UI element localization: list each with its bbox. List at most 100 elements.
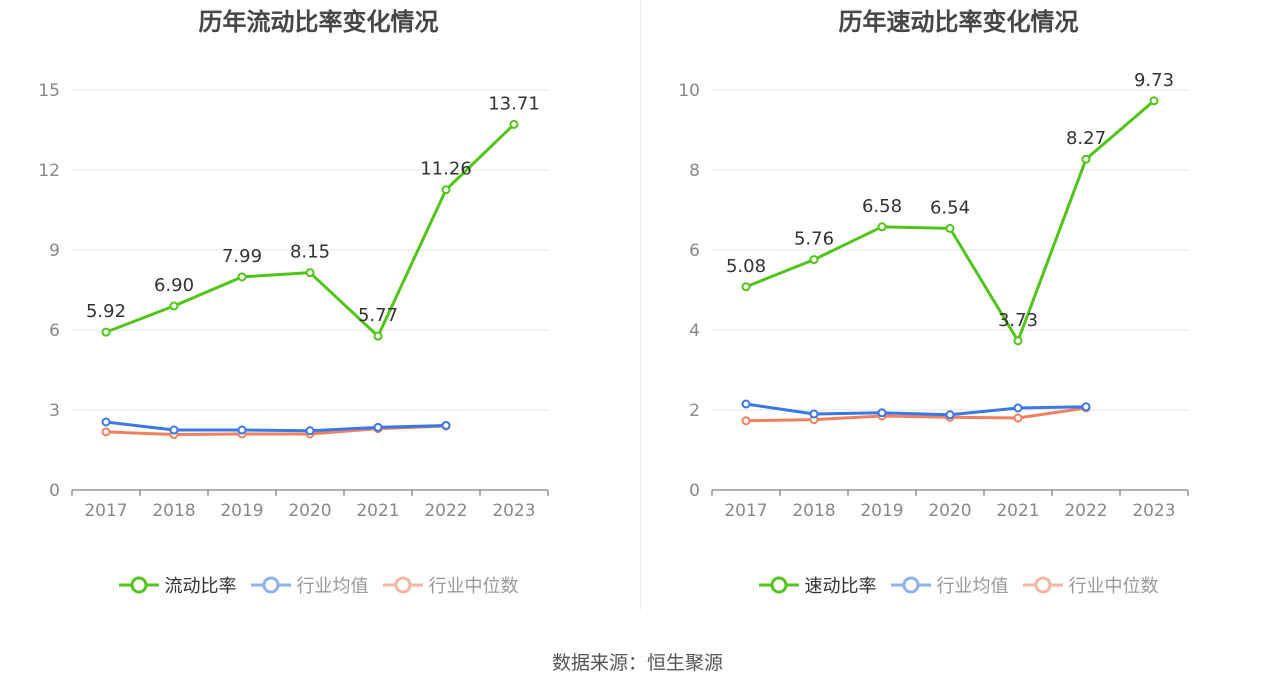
x-tick-label: 2022 <box>1064 501 1107 521</box>
data-point <box>1013 413 1023 423</box>
data-point <box>441 420 451 430</box>
legend-line-marker-icon <box>250 576 291 594</box>
legend-item-current-ratio[interactable]: 流动比率 <box>118 572 237 598</box>
data-point <box>877 408 887 418</box>
data-label: 6.90 <box>154 275 194 296</box>
x-tick-label: 2021 <box>356 501 399 521</box>
data-point <box>237 425 247 435</box>
data-point <box>1081 402 1091 412</box>
data-label: 6.58 <box>862 196 902 217</box>
chart-title: 历年速动比率变化情况 <box>838 8 1079 36</box>
data-point <box>305 268 315 278</box>
data-point <box>741 399 751 409</box>
chart-title: 历年流动比率变化情况 <box>198 8 439 36</box>
data-source-note: 数据来源：恒生聚源 <box>551 652 723 674</box>
data-point <box>1149 96 1159 106</box>
series-line <box>745 406 1087 423</box>
data-point <box>101 427 111 437</box>
data-point <box>305 426 315 436</box>
y-tick-label: 6 <box>689 241 700 261</box>
x-tick-label: 2023 <box>492 501 535 521</box>
data-point <box>1013 336 1023 346</box>
legend-label: 速动比率 <box>804 576 877 597</box>
y-tick-label: 3 <box>49 401 60 421</box>
y-tick-label: 12 <box>38 161 60 181</box>
x-tick-label: 2020 <box>928 501 971 521</box>
legend-line-marker-icon <box>1022 576 1063 594</box>
data-label: 7.99 <box>222 246 262 267</box>
legend-label: 行业中位数 <box>428 576 519 597</box>
data-label: 5.08 <box>726 256 766 277</box>
data-label: 5.77 <box>358 305 398 326</box>
data-point <box>741 416 751 426</box>
series-line <box>105 420 447 433</box>
legend-item-industry-average[interactable]: 行业均值 <box>250 572 369 598</box>
data-point <box>741 282 751 292</box>
data-point <box>809 255 819 265</box>
current-ratio-chart: 0 3 6 9 12 15 2017 2018 2019 2020 2021 2022 2023 5.92… <box>38 81 549 521</box>
y-tick-label: 0 <box>49 481 60 501</box>
y-tick-label: 9 <box>49 241 60 261</box>
data-label: 13.71 <box>488 93 540 114</box>
data-label: 5.76 <box>794 229 834 250</box>
data-point <box>101 417 111 427</box>
data-label: 9.73 <box>1134 70 1174 91</box>
y-tick-label: 2 <box>689 401 700 421</box>
legend-item-industry-median[interactable]: 行业中位数 <box>382 572 519 598</box>
data-point <box>877 222 887 232</box>
data-point <box>1013 403 1023 413</box>
data-point <box>237 272 247 282</box>
legend-label: 行业均值 <box>936 576 1009 597</box>
legend-line-marker-icon <box>890 576 931 594</box>
data-point <box>945 410 955 420</box>
legend-label: 流动比率 <box>164 576 237 597</box>
legend-item-industry-average[interactable]: 行业均值 <box>890 572 1009 598</box>
legend-item-quick-ratio[interactable]: 速动比率 <box>758 572 877 598</box>
quick-ratio-panel: 历年速动比率变化情况 0 2 4 6 8 10 2017 2018 2019 2020 2021 20… <box>640 0 1275 620</box>
legend: 速动比率 行业均值 行业中位数 <box>640 572 1275 598</box>
data-label: 3.73 <box>998 310 1038 331</box>
legend-line-marker-icon <box>382 576 423 594</box>
y-tick-label: 4 <box>689 321 700 341</box>
y-tick-label: 15 <box>38 81 60 101</box>
x-tick-label: 2020 <box>288 501 331 521</box>
data-label: 8.15 <box>290 242 330 263</box>
x-tick-label: 2018 <box>792 501 835 521</box>
legend-label: 行业中位数 <box>1068 576 1159 597</box>
data-point <box>1081 154 1091 164</box>
y-tick-label: 8 <box>689 161 700 181</box>
x-tick-label: 2018 <box>152 501 195 521</box>
current-ratio-panel: 历年流动比率变化情况 0 3 6 9 12 15 2017 2018 2019 2020 2021 2… <box>0 0 637 620</box>
x-tick-label: 2019 <box>220 501 263 521</box>
x-tick-label: 2019 <box>860 501 903 521</box>
data-point <box>373 331 383 341</box>
data-label: 8.27 <box>1066 128 1106 149</box>
data-point <box>509 119 519 129</box>
legend-line-marker-icon <box>758 576 799 594</box>
y-tick-label: 10 <box>678 81 700 101</box>
data-point <box>809 409 819 419</box>
legend: 流动比率 行业均值 行业中位数 <box>0 572 637 598</box>
series-line <box>745 402 1087 417</box>
x-tick-label: 2022 <box>424 501 467 521</box>
x-tick-label: 2017 <box>724 501 767 521</box>
legend-line-marker-icon <box>118 576 159 594</box>
y-tick-label: 0 <box>689 481 700 501</box>
x-tick-label: 2023 <box>1132 501 1175 521</box>
data-point <box>101 327 111 337</box>
data-label: 11.26 <box>420 159 472 180</box>
x-tick-label: 2021 <box>996 501 1039 521</box>
panel-divider <box>640 0 641 610</box>
x-tick-label: 2017 <box>84 501 127 521</box>
data-point <box>945 223 955 233</box>
data-label: 6.54 <box>930 197 970 218</box>
data-point <box>169 425 179 435</box>
data-label: 5.92 <box>86 301 126 322</box>
data-point <box>373 422 383 432</box>
legend-label: 行业均值 <box>296 576 369 597</box>
legend-item-industry-median[interactable]: 行业中位数 <box>1022 572 1159 598</box>
data-point <box>169 301 179 311</box>
series-line <box>105 123 516 338</box>
y-tick-label: 6 <box>49 321 60 341</box>
quick-ratio-chart: 0 2 4 6 8 10 2017 2018 2019 2020 2021 2022 2023 5.08 5… <box>678 70 1189 521</box>
